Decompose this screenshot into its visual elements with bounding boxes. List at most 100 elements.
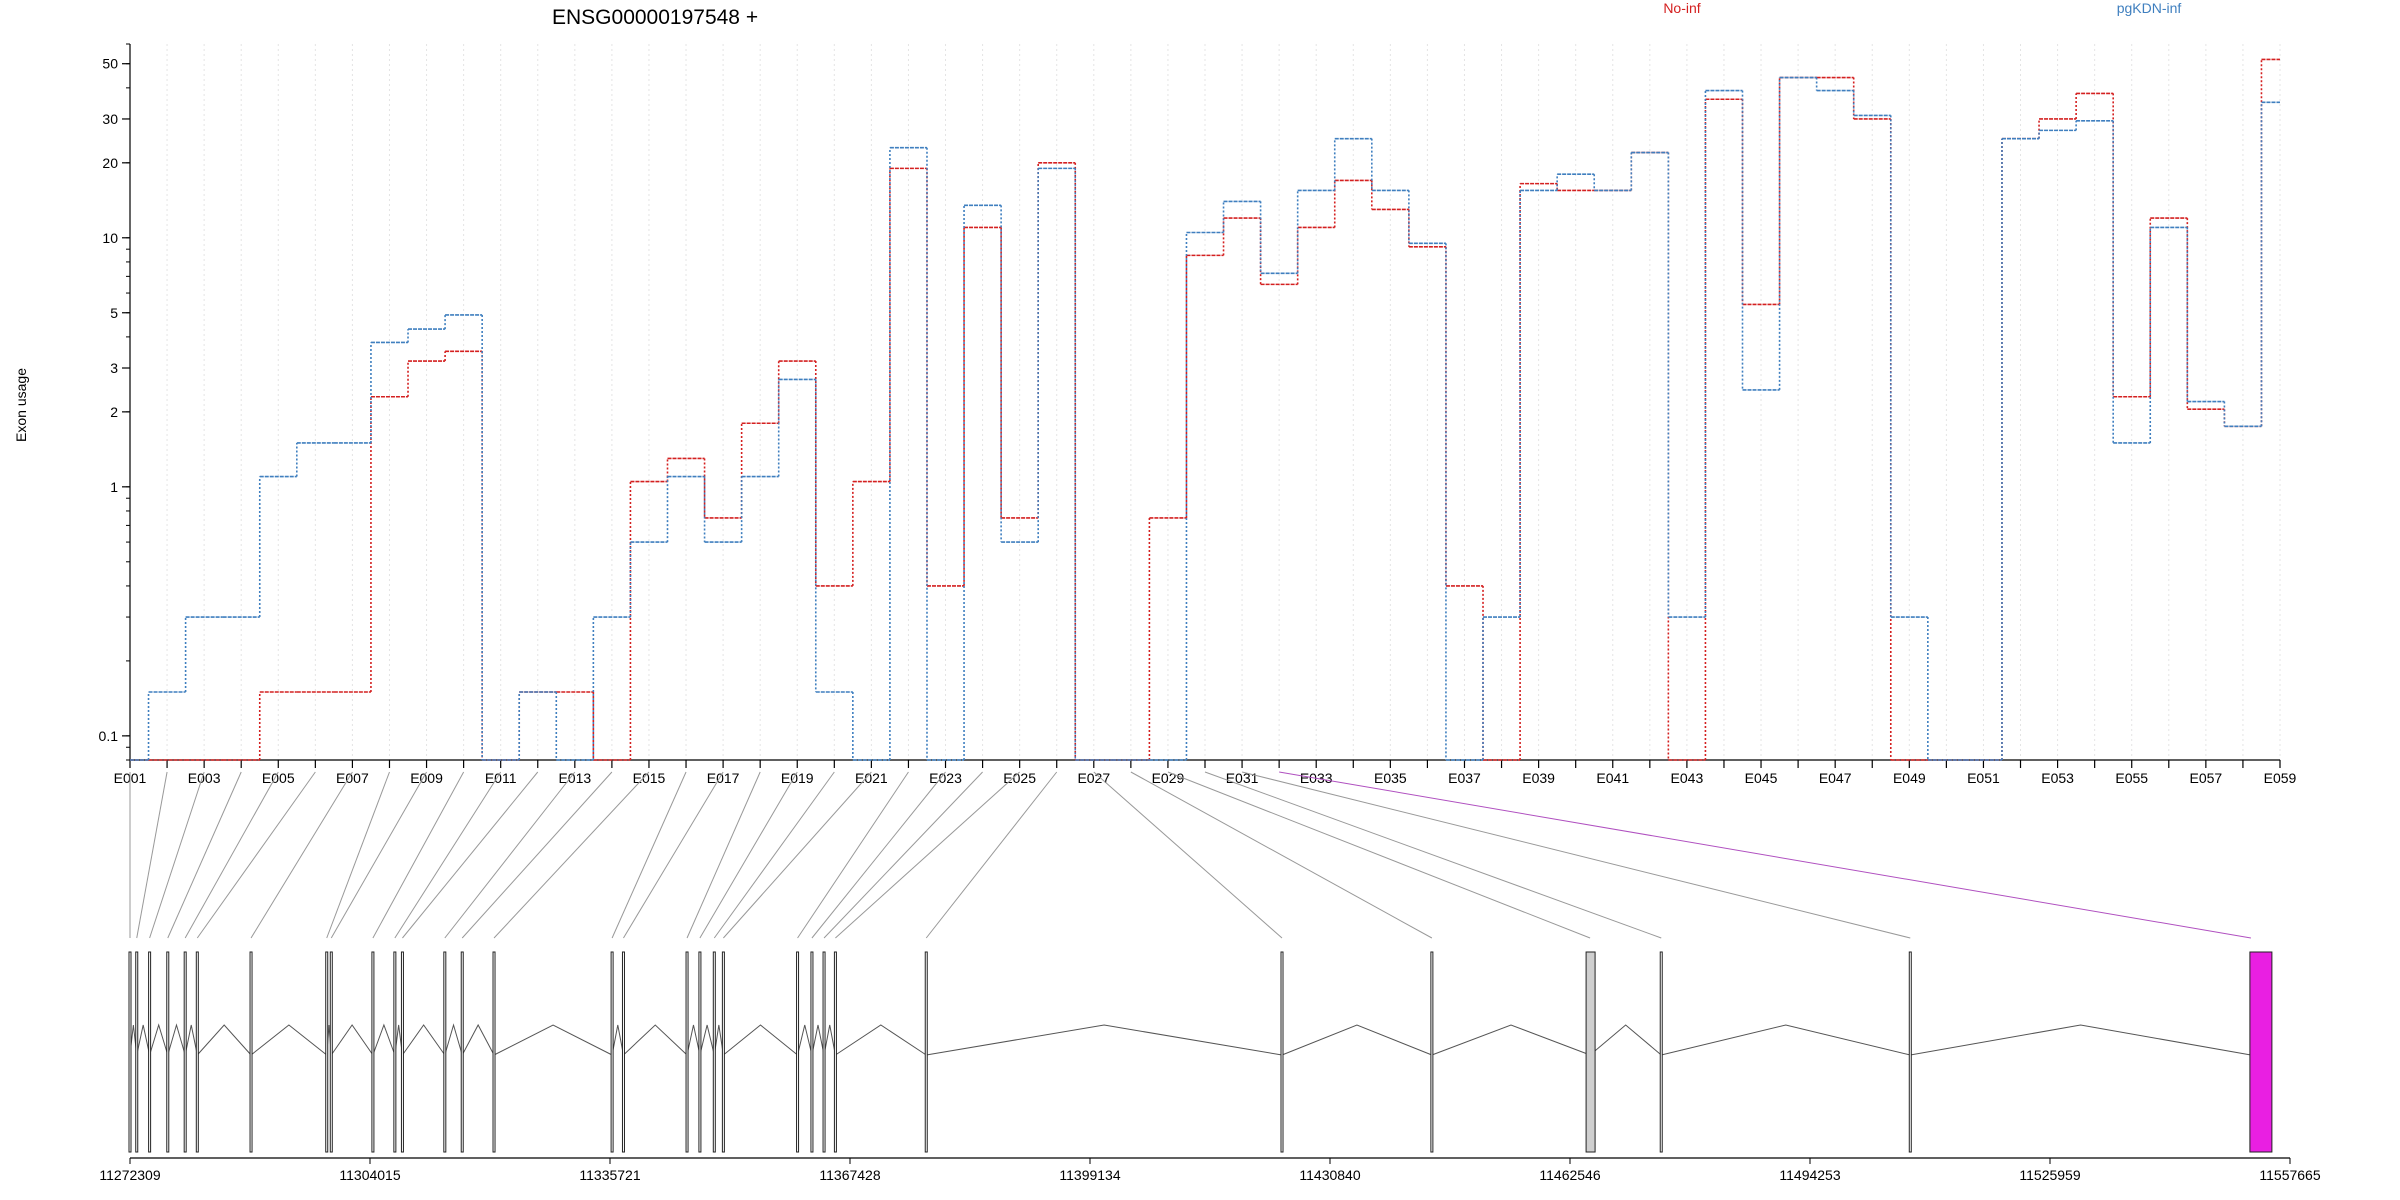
exon-connector-line [136, 771, 168, 939]
exon-connector-line [723, 771, 872, 939]
coord-tick-label: 11430840 [1299, 1167, 1360, 1183]
x-tick-label: E015 [633, 770, 666, 786]
x-tick-label: E043 [1671, 770, 1704, 786]
intron-line [184, 1024, 198, 1056]
exon-box [371, 951, 375, 1153]
intron-line [699, 1024, 715, 1056]
x-tick-label: E045 [1745, 770, 1778, 786]
exon-box [443, 951, 447, 1153]
exon-connector-lines [129, 771, 2251, 939]
x-tick-label: E021 [855, 770, 888, 786]
exon-box [721, 951, 725, 1153]
x-tick-label: E025 [1003, 770, 1036, 786]
x-tick-label: E041 [1596, 770, 1629, 786]
exon-box [1659, 951, 1663, 1153]
exon-box [1280, 951, 1284, 1153]
x-tick-label: E027 [1077, 770, 1110, 786]
exon-box [400, 951, 404, 1153]
exon-box [822, 951, 826, 1153]
intron-line [686, 1024, 701, 1056]
exon-box [1585, 951, 1596, 1153]
y-tick-label: 1 [110, 479, 118, 495]
exon-connector-line [835, 771, 1020, 939]
intron-line [713, 1024, 724, 1056]
exon-connector-line [713, 771, 835, 939]
x-tick-label: E047 [1819, 770, 1852, 786]
coord-tick-label: 11525959 [2019, 1167, 2080, 1183]
exon-box [325, 951, 329, 1153]
exon-box [1908, 951, 1912, 1153]
grid-lines [129, 44, 2281, 760]
intron-line [797, 1024, 813, 1056]
intron-line [167, 1023, 186, 1056]
y-tick-label: 50 [102, 56, 118, 72]
intron-line [1431, 1024, 1591, 1056]
intron-line [372, 1023, 396, 1056]
x-tick-label: E003 [188, 770, 221, 786]
exon-box [833, 951, 837, 1153]
y-tick-label: 2 [110, 404, 118, 420]
y-tick-label: 0.1 [99, 728, 119, 744]
intron-line [250, 1024, 328, 1056]
exon-box [195, 951, 199, 1153]
intron-line [926, 1024, 1283, 1056]
intron-line [835, 1024, 927, 1056]
gene-model [128, 951, 2273, 1153]
x-tick-label: E053 [2041, 770, 2074, 786]
coord-tick-label: 11462546 [1539, 1167, 1600, 1183]
series-pgkdn-inf [130, 76, 2280, 761]
exon-box [166, 951, 170, 1153]
intron-line [811, 1024, 825, 1056]
exon-box [148, 951, 152, 1153]
intron-line [623, 1024, 688, 1056]
exon-connector-line [461, 771, 613, 939]
exon-connector-line [1204, 771, 1662, 939]
x-tick-label: E029 [1152, 770, 1185, 786]
exon-connector-line [925, 771, 1058, 939]
y-tick-label: 10 [102, 230, 118, 246]
exon-connector-line [623, 771, 724, 939]
coord-tick-label: 11557665 [2259, 1167, 2320, 1183]
exon-connector-line [811, 771, 946, 939]
exon-box [924, 951, 928, 1153]
exon-connector-line [611, 771, 687, 939]
exon-connector-line [1167, 771, 1591, 939]
intron-line [444, 1023, 463, 1056]
y-tick-label: 5 [110, 305, 118, 321]
exon-box [183, 951, 187, 1153]
x-tick-label: E049 [1893, 770, 1926, 786]
exon-connector-line [699, 771, 798, 939]
x-tick-label: E039 [1522, 770, 1555, 786]
x-tick-label: E011 [485, 770, 517, 786]
y-tick-label: 20 [102, 155, 118, 171]
genomic-coordinate-axis: 11272309 11304015 11335721 11367428 11399134… [99, 1157, 2321, 1183]
x-tick-label: E059 [2264, 770, 2297, 786]
x-tick-label: E035 [1374, 770, 1407, 786]
y-tick-label: 3 [110, 360, 118, 376]
exon-connector-line [1093, 771, 1283, 939]
exon-box [610, 951, 614, 1153]
coord-tick-label: 11335721 [579, 1167, 640, 1183]
intron-line [611, 1024, 624, 1056]
exon-box [1430, 951, 1434, 1153]
intron-line [402, 1024, 446, 1056]
exon-box [685, 951, 689, 1153]
intron-line [136, 1024, 151, 1056]
exon-box [621, 951, 625, 1153]
exon-box [698, 951, 702, 1153]
intron-line [493, 1024, 613, 1056]
chart-title: ENSG00000197548 + [552, 6, 758, 29]
y-axis: 0.1 1 2 3 5 10 20 30 50 [99, 43, 131, 761]
exon-connector-line [167, 771, 242, 939]
exon-connector-line [196, 771, 316, 939]
x-tick-label: E057 [2190, 770, 2223, 786]
exon-box [796, 951, 800, 1153]
exon-box [128, 951, 132, 1153]
intron-line [1661, 1024, 1911, 1056]
x-tick-label: E009 [410, 770, 443, 786]
legend-label-no-inf: No-inf [1663, 0, 1700, 16]
intron-line [723, 1024, 798, 1056]
exon-box [135, 951, 139, 1153]
exon-connector-line [1279, 771, 2251, 939]
